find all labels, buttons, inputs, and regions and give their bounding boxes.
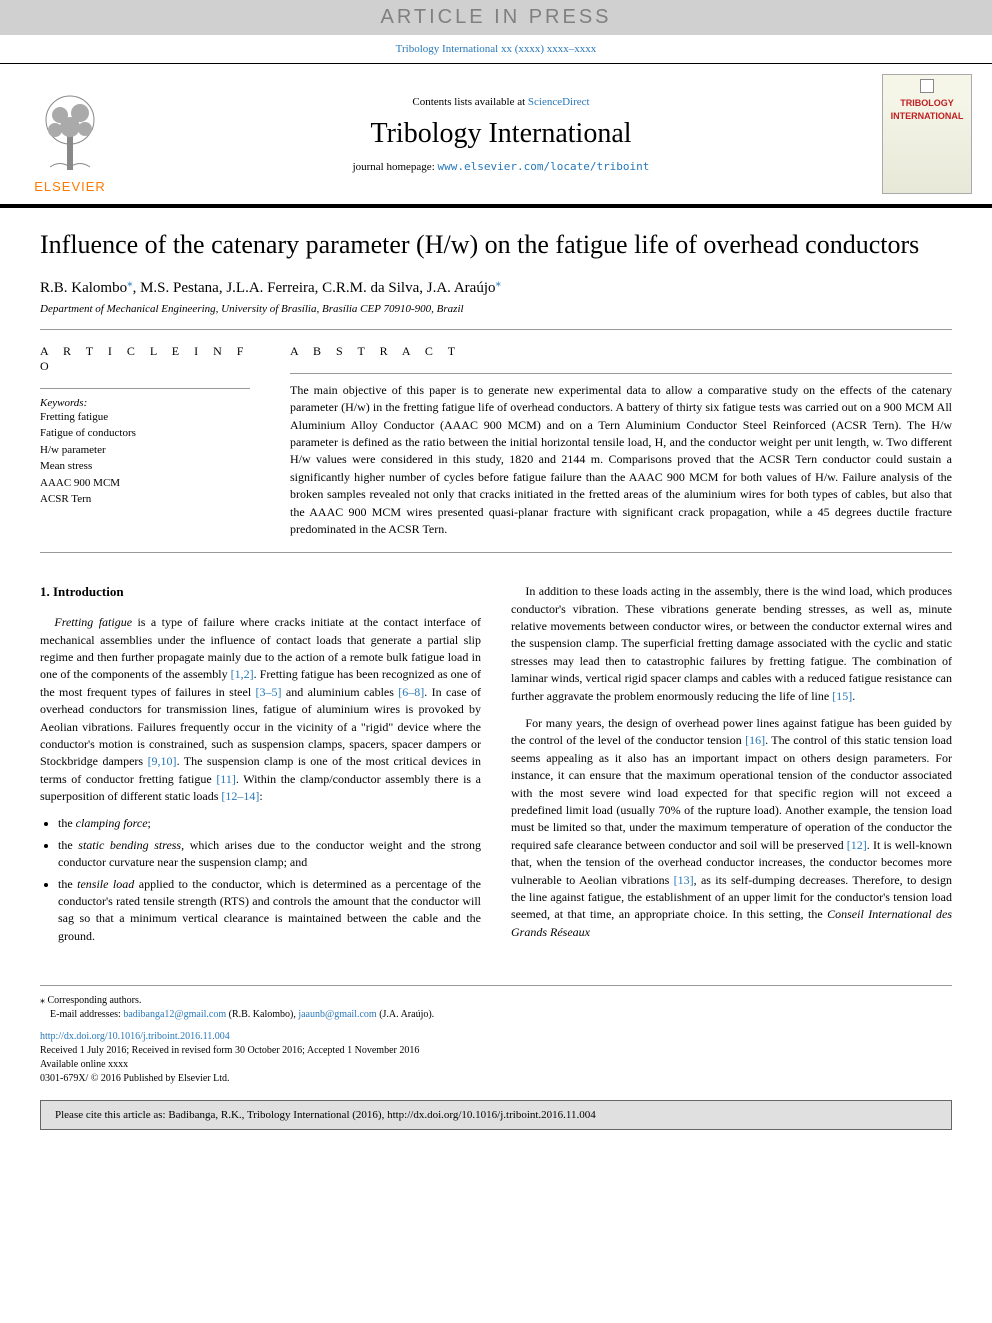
authors-line: R.B. Kalombo⁎, M.S. Pestana, J.L.A. Ferr… <box>40 276 952 297</box>
affiliation: Department of Mechanical Engineering, Un… <box>40 303 952 315</box>
ref-16[interactable]: [16] <box>745 733 765 747</box>
citation-placeholder: Tribology International xx (xxxx) xxxx–x… <box>0 35 992 63</box>
rule-abstract <box>290 373 952 374</box>
rule-top <box>40 329 952 330</box>
ref-12-14[interactable]: [12–14] <box>221 789 259 803</box>
keyword: AAAC 900 MCM <box>40 475 250 492</box>
abstract-label: A B S T R A C T <box>290 344 952 359</box>
b2-a: the <box>58 838 78 852</box>
dates-line: Received 1 July 2016; Received in revise… <box>40 1044 952 1058</box>
body-columns: 1. Introduction Fretting fatigue is a ty… <box>40 583 952 955</box>
right-paragraph-1: In addition to these loads acting in the… <box>511 583 952 705</box>
email-label: E-mail addresses: <box>50 1009 123 1020</box>
author-2: M.S. Pestana <box>140 280 219 296</box>
doi-link[interactable]: http://dx.doi.org/10.1016/j.triboint.201… <box>40 1031 230 1042</box>
email-2[interactable]: jaaunb@gmail.com <box>298 1009 376 1020</box>
ref-1-2[interactable]: [1,2] <box>231 667 254 681</box>
homepage-line: journal homepage: www.elsevier.com/locat… <box>120 160 882 173</box>
cite-text: Please cite this article as: Badibanga, … <box>55 1109 596 1121</box>
author-5: J.A. Araújo <box>427 280 496 296</box>
intro-paragraph-1: Fretting fatigue is a type of failure wh… <box>40 614 481 805</box>
publisher-logo: ELSEVIER <box>20 74 120 194</box>
keywords-heading: Keywords: <box>40 397 250 409</box>
keyword: Mean stress <box>40 458 250 475</box>
b1-c: ; <box>148 816 151 830</box>
ref-3-5[interactable]: [3–5] <box>256 685 282 699</box>
author-3: J.L.A. Ferreira <box>226 280 314 296</box>
publisher-name: ELSEVIER <box>34 179 106 194</box>
cite-this-article-box: Please cite this article as: Badibanga, … <box>40 1100 952 1130</box>
ref-12[interactable]: [12] <box>847 838 867 852</box>
abstract-column: A B S T R A C T The main objective of th… <box>290 344 952 539</box>
b1-term: clamping force <box>76 816 148 830</box>
contents-prefix: Contents lists available at <box>412 96 527 108</box>
list-item: the static bending stress, which arises … <box>58 837 481 872</box>
journal-name: Tribology International <box>120 118 882 150</box>
b1-a: the <box>58 816 76 830</box>
list-item: the tensile load applied to the conducto… <box>58 876 481 946</box>
article-info-label: A R T I C L E I N F O <box>40 344 250 374</box>
citation-text: Tribology International xx (xxxx) xxxx–x… <box>396 43 597 55</box>
email-1-who: (R.B. Kalombo), <box>226 1009 298 1020</box>
p1-seg-h: : <box>259 789 262 803</box>
ref-15[interactable]: [15] <box>832 689 852 703</box>
elsevier-tree-icon <box>30 85 110 175</box>
section-heading-intro: 1. Introduction <box>40 583 481 602</box>
static-loads-list: the clamping force; the static bending s… <box>58 815 481 945</box>
keyword: ACSR Tern <box>40 491 250 508</box>
corr-mark-1: ⁎ <box>127 277 133 289</box>
corresponding-authors-label: ⁎ Corresponding authors. <box>40 994 952 1008</box>
b3-a: the <box>58 877 77 891</box>
article-title: Influence of the catenary parameter (H/w… <box>40 228 952 262</box>
p1-seg-d: and aluminium cables <box>282 685 399 699</box>
cover-badge-icon <box>920 79 934 93</box>
journal-cover-thumbnail: TRIBOLOGY INTERNATIONAL <box>882 74 972 194</box>
rp1-a: In addition to these loads acting in the… <box>511 584 952 702</box>
header-center: Contents lists available at ScienceDirec… <box>120 96 882 173</box>
footer-block: ⁎ Corresponding authors. E-mail addresse… <box>40 985 952 1086</box>
ref-11[interactable]: [11] <box>216 772 236 786</box>
article-in-press-banner: ARTICLE IN PRESS <box>0 0 992 35</box>
main-content: Influence of the catenary parameter (H/w… <box>0 208 992 1150</box>
banner-text: ARTICLE IN PRESS <box>380 6 611 28</box>
left-column: 1. Introduction Fretting fatigue is a ty… <box>40 583 481 955</box>
b3-term: tensile load <box>77 877 134 891</box>
rp2-b: . The control of this static tension loa… <box>511 733 952 851</box>
keyword: Fretting fatigue <box>40 409 250 426</box>
journal-header: ELSEVIER Contents lists available at Sci… <box>0 63 992 208</box>
keywords-list: Fretting fatigue Fatigue of conductors H… <box>40 409 250 508</box>
author-4: C.R.M. da Silva <box>322 280 419 296</box>
cover-title-1: TRIBOLOGY <box>900 99 954 108</box>
list-item: the clamping force; <box>58 815 481 832</box>
sciencedirect-link[interactable]: ScienceDirect <box>528 96 590 108</box>
cover-title-2: INTERNATIONAL <box>891 112 964 121</box>
fretting-term: Fretting fatigue <box>54 615 132 629</box>
keyword: H/w parameter <box>40 442 250 459</box>
rp1-b: . <box>852 689 855 703</box>
right-paragraph-2: For many years, the design of overhead p… <box>511 715 952 941</box>
available-line: Available online xxxx <box>40 1058 952 1072</box>
abstract-text: The main objective of this paper is to g… <box>290 382 952 539</box>
email-line: E-mail addresses: badibanga12@gmail.com … <box>40 1008 952 1022</box>
ref-9-10[interactable]: [9,10] <box>148 754 177 768</box>
corr-mark-2: ⁎ <box>496 277 502 289</box>
doi-line: http://dx.doi.org/10.1016/j.triboint.201… <box>40 1030 952 1044</box>
info-abstract-row: A R T I C L E I N F O Keywords: Fretting… <box>40 344 952 539</box>
ref-6-8[interactable]: [6–8] <box>398 685 424 699</box>
email-2-who: (J.A. Araújo). <box>377 1009 435 1020</box>
b2-term: static bending stress, <box>78 838 184 852</box>
copyright-line: 0301-679X/ © 2016 Published by Elsevier … <box>40 1072 952 1086</box>
rule-below-abstract <box>40 552 952 553</box>
keyword: Fatigue of conductors <box>40 425 250 442</box>
homepage-prefix: journal homepage: <box>353 161 438 173</box>
author-1: R.B. Kalombo <box>40 280 127 296</box>
email-1[interactable]: badibanga12@gmail.com <box>123 1009 226 1020</box>
homepage-link[interactable]: www.elsevier.com/locate/triboint <box>438 160 650 173</box>
contents-available-line: Contents lists available at ScienceDirec… <box>120 96 882 108</box>
right-column: In addition to these loads acting in the… <box>511 583 952 955</box>
article-info-column: A R T I C L E I N F O Keywords: Fretting… <box>40 344 250 539</box>
rule-info <box>40 388 250 389</box>
ref-13[interactable]: [13] <box>674 873 694 887</box>
